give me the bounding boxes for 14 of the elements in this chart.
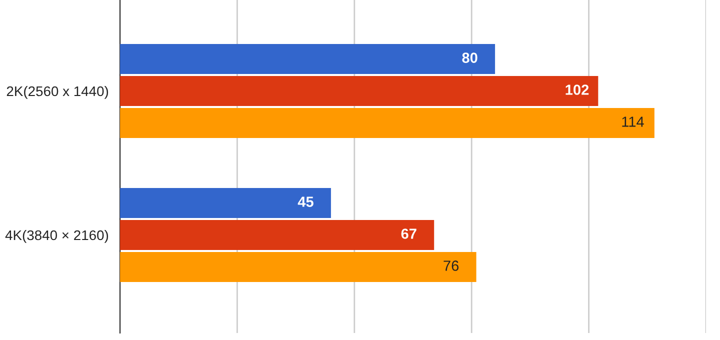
bar [120, 76, 598, 106]
data-label: 114 [622, 116, 644, 127]
data-label: 45 [298, 196, 314, 207]
bar [120, 252, 476, 282]
data-label: 102 [566, 84, 589, 95]
y-tick-label: 4K(3840 × 2160) [5, 230, 108, 243]
bar [120, 44, 496, 74]
bar [120, 108, 654, 138]
bar [120, 220, 434, 250]
bar [120, 188, 331, 218]
data-label: 67 [401, 228, 416, 239]
data-label: 80 [462, 52, 478, 63]
data-label: 76 [444, 260, 459, 271]
y-tick-label: 2K(2560 x 1440) [6, 86, 108, 99]
